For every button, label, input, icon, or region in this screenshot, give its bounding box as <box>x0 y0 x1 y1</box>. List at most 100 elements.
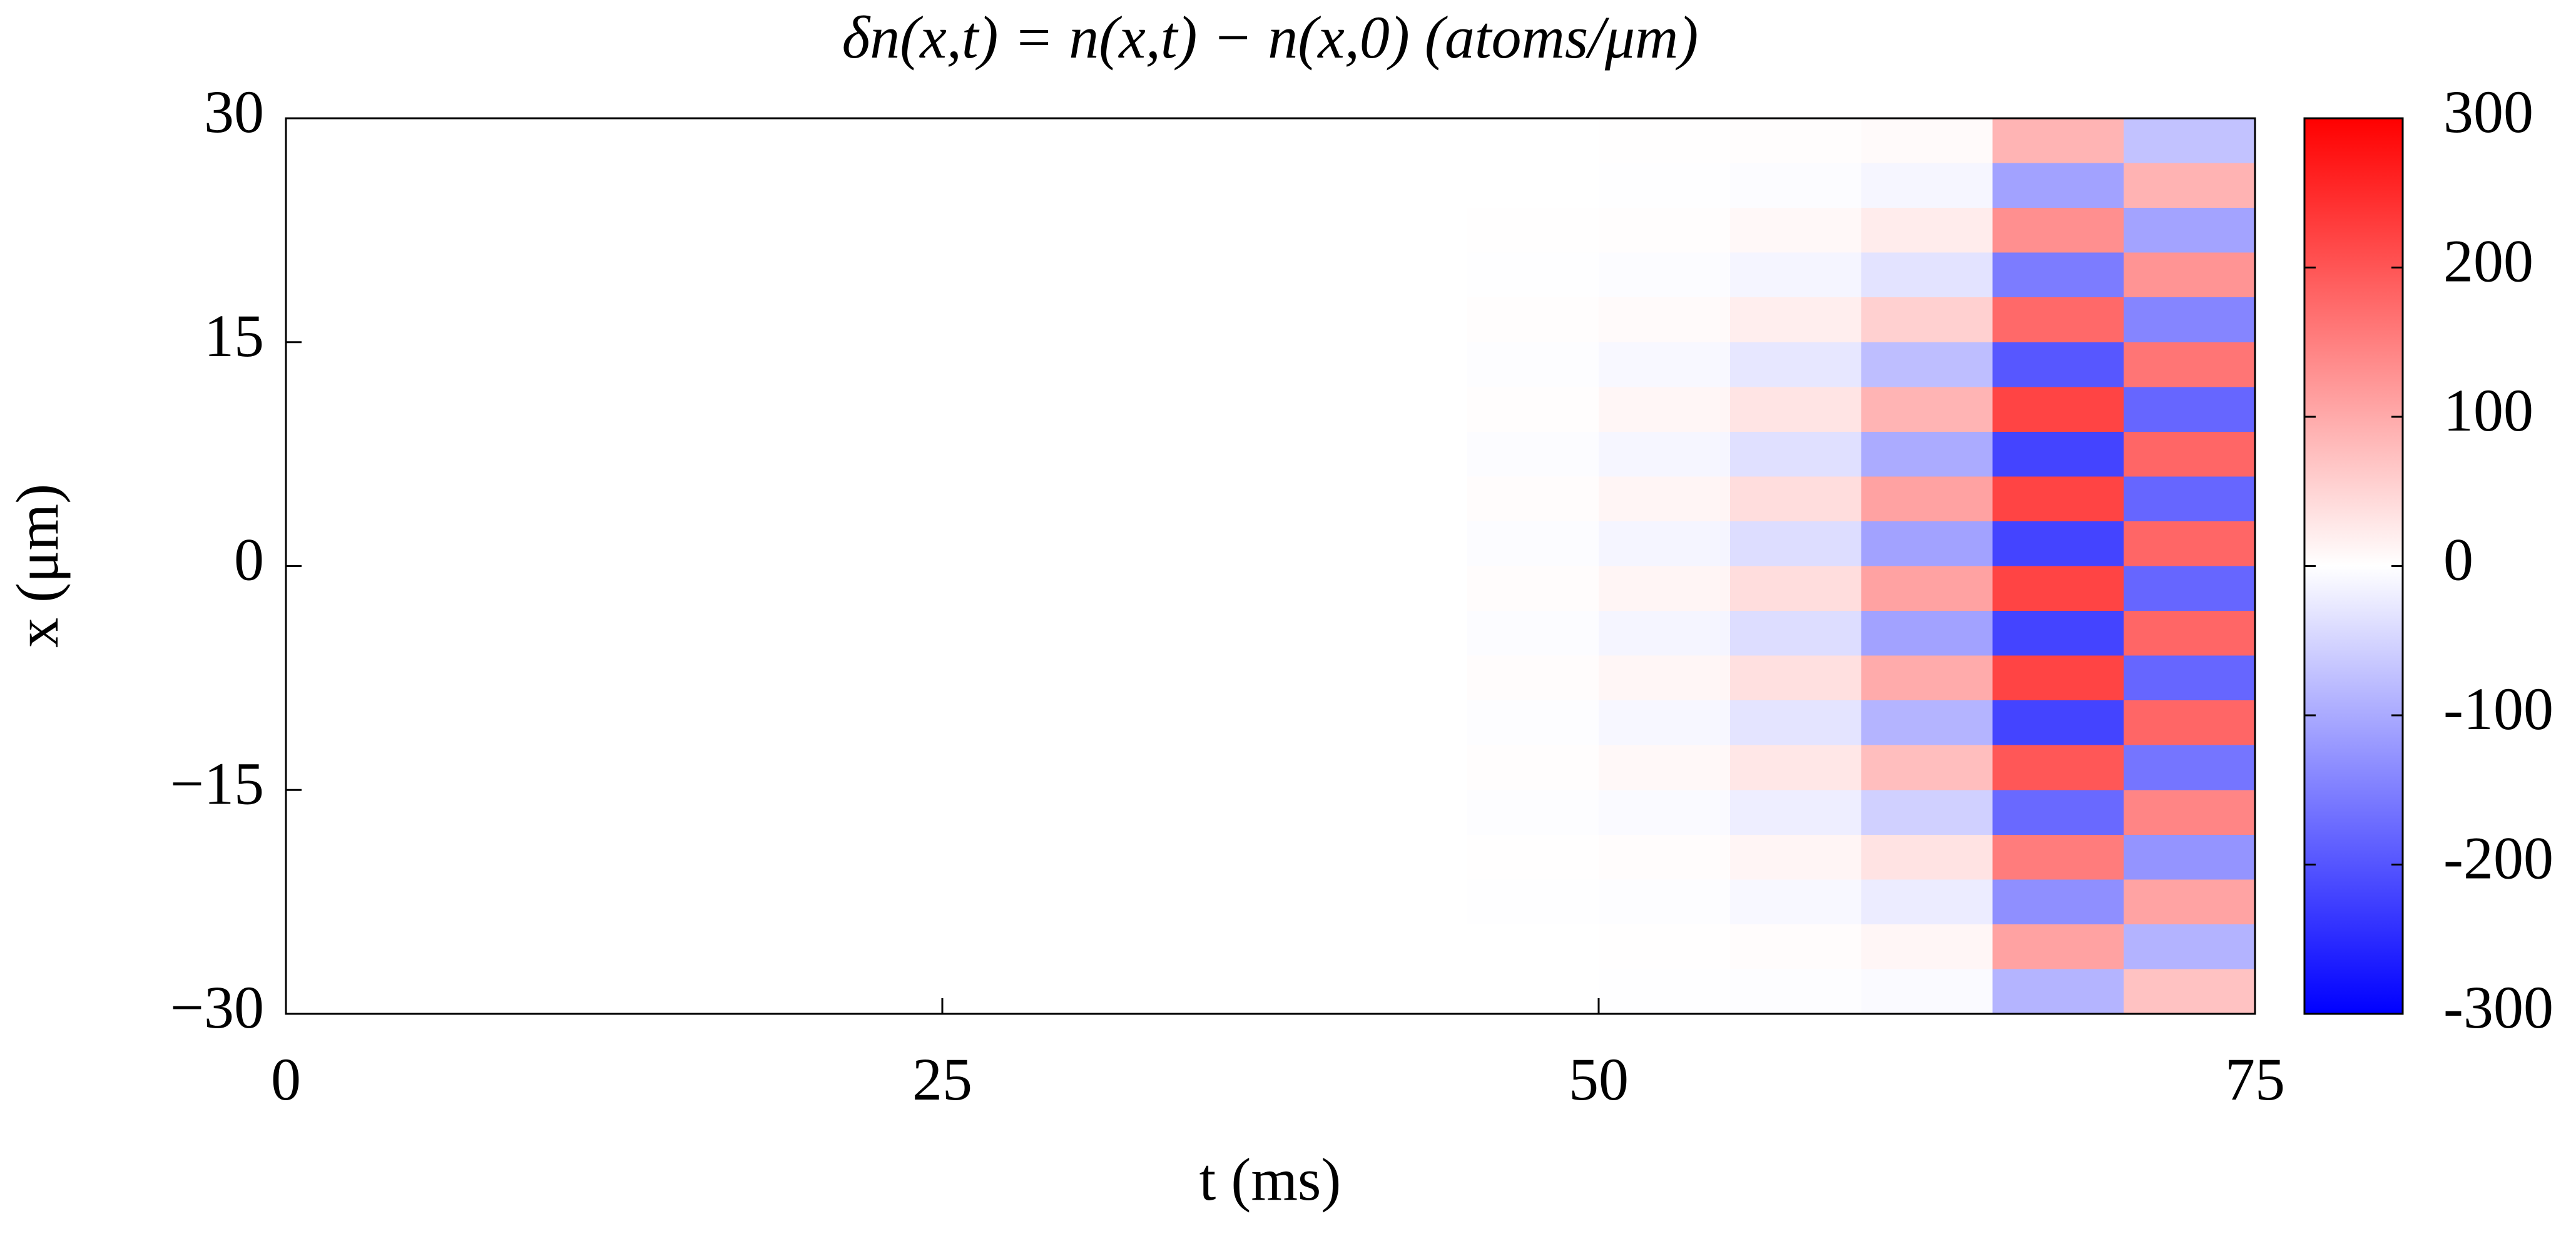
heatmap-cell <box>680 118 812 164</box>
heatmap-cell <box>1599 118 1731 164</box>
heatmap-cell <box>811 118 943 164</box>
heatmap-cell <box>1599 655 1731 701</box>
heatmap-cell <box>1599 566 1731 611</box>
heatmap-cell <box>1861 879 1993 925</box>
heatmap-cell <box>1729 969 1862 1014</box>
heatmap-cell <box>548 790 680 835</box>
heatmap-cell <box>942 879 1074 925</box>
y-tick-label: 15 <box>204 302 264 369</box>
heatmap-cell <box>1729 476 1862 522</box>
heatmap-cell <box>1992 924 2124 969</box>
heatmap-cell <box>417 163 549 208</box>
heatmap-cell <box>811 387 943 432</box>
heatmap-cell <box>1729 297 1862 343</box>
heatmap-cell <box>1073 790 1206 835</box>
heatmap-cell <box>1467 297 1599 343</box>
heatmap-cell <box>1073 655 1206 701</box>
heatmap-cell <box>680 163 812 208</box>
heatmap-cell <box>1467 342 1599 387</box>
heatmap-cell <box>286 745 418 790</box>
heatmap-cell <box>1073 969 1206 1014</box>
heatmap-cell <box>548 924 680 969</box>
heatmap-cell <box>2124 611 2256 656</box>
y-tick-label: −30 <box>170 974 264 1041</box>
heatmap-cell <box>1861 342 1993 387</box>
heatmap-cell <box>1073 297 1206 343</box>
heatmap-cell <box>1861 521 1993 566</box>
heatmap-cell <box>548 118 680 164</box>
heatmap-cell <box>1336 342 1468 387</box>
heatmap-cell <box>1336 700 1468 746</box>
heatmap-cell <box>1992 566 2124 611</box>
heatmap-cell <box>1729 342 1862 387</box>
heatmap-cell <box>1204 745 1336 790</box>
heatmap-cell <box>811 252 943 298</box>
heatmap-cell <box>1729 879 1862 925</box>
heatmap-cell <box>811 342 943 387</box>
heatmap-cell <box>680 342 812 387</box>
heatmap-cell <box>1861 790 1993 835</box>
heatmap-cell <box>1073 342 1206 387</box>
heatmap-cell <box>1599 163 1731 208</box>
heatmap-cell <box>811 924 943 969</box>
heatmap-cell <box>1729 431 1862 477</box>
heatmap-cell <box>1336 521 1468 566</box>
heatmap-cell <box>1073 834 1206 880</box>
heatmap-cell <box>417 924 549 969</box>
heatmap-cell <box>811 476 943 522</box>
heatmap-cell <box>811 566 943 611</box>
x-axis-label: t (ms) <box>1199 1146 1341 1213</box>
heatmap-cell <box>1073 700 1206 746</box>
heatmap-cell <box>2124 118 2256 164</box>
heatmap-cell <box>548 342 680 387</box>
heatmap-cell <box>942 387 1074 432</box>
heatmap-cell <box>680 745 812 790</box>
heatmap-cell <box>1729 611 1862 656</box>
heatmap-cell <box>2124 342 2256 387</box>
heatmap-cell <box>811 431 943 477</box>
heatmap-cell <box>811 297 943 343</box>
heatmap-cell <box>1467 566 1599 611</box>
colorbar <box>2303 117 2404 1015</box>
heatmap-cell <box>548 834 680 880</box>
heatmap-cell <box>942 252 1074 298</box>
heatmap-cell <box>1599 297 1731 343</box>
heatmap-cell <box>286 521 418 566</box>
heatmap-cell <box>2124 924 2256 969</box>
heatmap-cell <box>1599 342 1731 387</box>
heatmap-cell <box>1204 566 1336 611</box>
heatmap-cell <box>1204 342 1336 387</box>
heatmap-cell <box>1861 476 1993 522</box>
heatmap-cell <box>417 790 549 835</box>
heatmap-cell <box>2124 431 2256 477</box>
heatmap-cell <box>811 700 943 746</box>
heatmap-cell <box>1467 118 1599 164</box>
heatmap-cell <box>1073 431 1206 477</box>
heatmap-cell <box>680 566 812 611</box>
heatmap-cell <box>548 387 680 432</box>
heatmap-cell <box>942 655 1074 701</box>
heatmap-cell <box>548 611 680 656</box>
heatmap-cell <box>417 431 549 477</box>
heatmap-cell <box>1992 208 2124 253</box>
heatmap-cell <box>1861 700 1993 746</box>
heatmap-cell <box>1467 611 1599 656</box>
x-tick-label: 25 <box>912 1046 972 1113</box>
heatmap-cell <box>1729 700 1862 746</box>
y-tick-label: 0 <box>234 526 264 593</box>
heatmap-cell <box>1073 387 1206 432</box>
heatmap-cell <box>1992 342 2124 387</box>
heatmap-cell <box>1599 834 1731 880</box>
heatmap-cell <box>1861 611 1993 656</box>
heatmap-cell <box>1992 387 2124 432</box>
heatmap-cell <box>1204 611 1336 656</box>
heatmap-cell <box>1467 163 1599 208</box>
heatmap-cell <box>417 342 549 387</box>
heatmap-cell <box>1992 655 2124 701</box>
heatmap-cell <box>548 655 680 701</box>
heatmap-cell <box>1729 790 1862 835</box>
heatmap-cell <box>286 700 418 746</box>
heatmap-cell <box>680 476 812 522</box>
heatmap-cell <box>286 969 418 1014</box>
